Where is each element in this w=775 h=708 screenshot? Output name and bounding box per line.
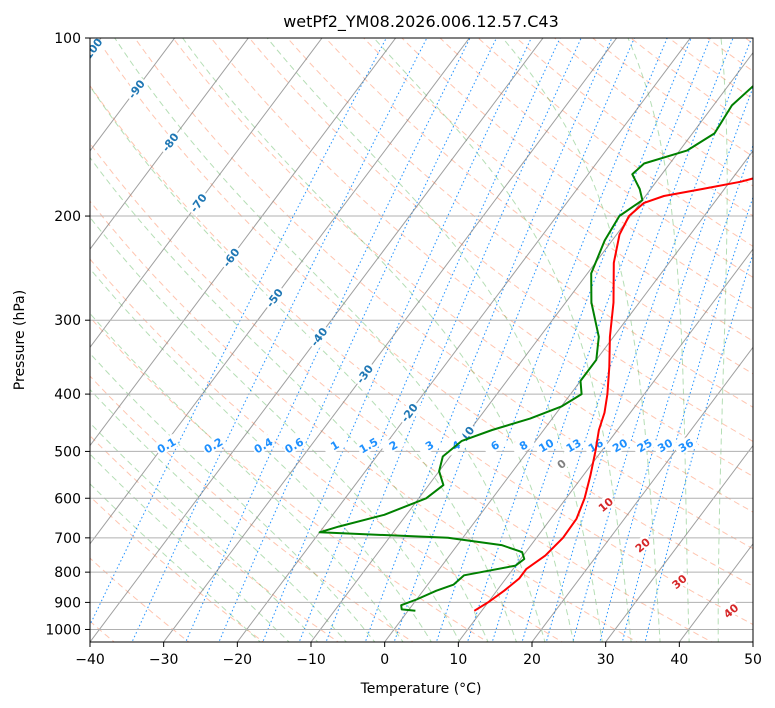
mixing-ratio-line: [621, 195, 753, 642]
isotherm-label-bg: [123, 75, 150, 103]
isotherm-line: [531, 346, 753, 642]
x-axis-label: Temperature (°C): [360, 681, 482, 697]
dewpoint-line: [318, 84, 753, 612]
x-tick-label: 40: [670, 652, 688, 668]
dry-adiabat: [90, 316, 489, 642]
mixing-ratio-label-bg: [416, 433, 443, 457]
isotherm-line: [90, 38, 176, 152]
x-tick-label: 10: [449, 652, 467, 668]
mixing-ratio-label-bg: [200, 433, 226, 457]
isotherm-line: [90, 38, 470, 545]
dry-adiabat: [134, 38, 753, 550]
isotherm-label-bg: [261, 284, 288, 312]
x-tick-label: 0: [380, 652, 389, 668]
y-tick-label: 100: [54, 31, 81, 47]
dry-adiabat: [210, 38, 753, 477]
isotherm-label-bg: [218, 243, 244, 272]
mixing-ratio-line: [572, 86, 753, 642]
x-tick-label: 20: [523, 652, 541, 668]
mixing-ratio-label-bg: [380, 433, 406, 457]
chart-title: wetPf2_YM08.2026.006.12.57.C43: [283, 12, 559, 32]
moist-adiabat: [90, 156, 489, 642]
isotherm-line: [605, 444, 753, 642]
mixing-ratio-label-bg: [672, 433, 699, 457]
isotherm-line: [90, 38, 249, 250]
x-tick-label: −30: [149, 652, 179, 668]
moist-adiabat: [90, 216, 461, 642]
isotherm-label-bg: [396, 398, 423, 427]
mixing-ratio-label-bg: [281, 433, 307, 457]
y-tick-label: 400: [54, 387, 81, 403]
y-tick-label: 500: [54, 444, 81, 460]
mixing-ratio-label-bg: [481, 433, 508, 457]
y-tick-label: 300: [54, 313, 81, 329]
mixing-ratio-label-bg: [560, 433, 587, 457]
isotherm-label-bg: [90, 38, 105, 65]
mixing-ratio-label-bg: [510, 433, 537, 457]
mixing-ratio-label-bg: [652, 433, 678, 457]
mixing-ratio-label-bg: [250, 433, 276, 457]
isotherm-label-bg: [306, 322, 332, 351]
dry-adiabat: [96, 38, 753, 587]
y-tick-label: 800: [54, 565, 81, 581]
isotherm-line: [90, 38, 397, 447]
isotherm-label-bg: [351, 360, 378, 388]
mixing-ratio-label-bg: [582, 433, 609, 457]
mixing-ratio-line: [599, 144, 753, 642]
y-tick-label: 700: [54, 531, 81, 547]
mixing-ratio-label-bg: [153, 433, 179, 457]
y-tick-label: 1000: [45, 622, 81, 638]
plot-frame: [89, 37, 754, 643]
dry-adiabat: [248, 38, 753, 443]
isotherm-line: [236, 38, 691, 642]
y-tick-label: 900: [54, 595, 81, 611]
isotherm-line: [90, 38, 323, 349]
moist-adiabat-label-bg: [667, 570, 691, 592]
mixing-ratio-label-bg: [631, 433, 658, 457]
dry-adiabat: [401, 38, 753, 310]
y-axis-label: Pressure (hPa): [12, 290, 28, 390]
temperature-line: [473, 177, 753, 612]
mixing-ratio-label-bg: [321, 433, 348, 457]
dry-adiabat: [90, 142, 713, 642]
sounding-series: [318, 84, 753, 612]
mixing-ratio-line: [218, 38, 497, 642]
dry-adiabat: [172, 38, 753, 513]
isotherm-label-bg: [185, 189, 212, 217]
x-axis-ticks: −40 −30 −20 −10 0 10 20 30 40 50: [75, 642, 762, 668]
mixing-ratio-label-bg: [355, 433, 382, 457]
moist-adiabat-label-bg: [550, 452, 573, 475]
isotherm-label-bg: [157, 128, 184, 156]
isotherm-line: [457, 248, 753, 642]
y-axis-ticks: 100 200 300 400 500 600 700 800 900 1000: [45, 31, 90, 638]
pressure-gridlines: [90, 38, 753, 630]
moist-adiabat: [90, 388, 347, 642]
x-tick-label: −10: [296, 652, 326, 668]
y-tick-label: 200: [54, 209, 81, 225]
mixing-ratio-line: [185, 38, 471, 642]
mixing-ratio-line: [90, 38, 387, 627]
x-tick-label: 50: [744, 652, 762, 668]
moist-adiabat-label-bg: [719, 599, 742, 622]
mixing-ratio-label-bg: [533, 433, 559, 457]
mixing-ratio-label-bg: [606, 433, 633, 457]
x-tick-label: 30: [597, 652, 615, 668]
x-tick-label: −40: [75, 652, 105, 668]
y-tick-label: 600: [54, 491, 81, 507]
isotherm-line: [163, 38, 618, 642]
moist-adiabat-label-bg: [594, 493, 617, 515]
isotherm-line: [310, 51, 753, 642]
dry-adiabat: [90, 84, 753, 626]
moist-adiabat-label-bg: [631, 533, 654, 556]
x-tick-label: −20: [223, 652, 253, 668]
